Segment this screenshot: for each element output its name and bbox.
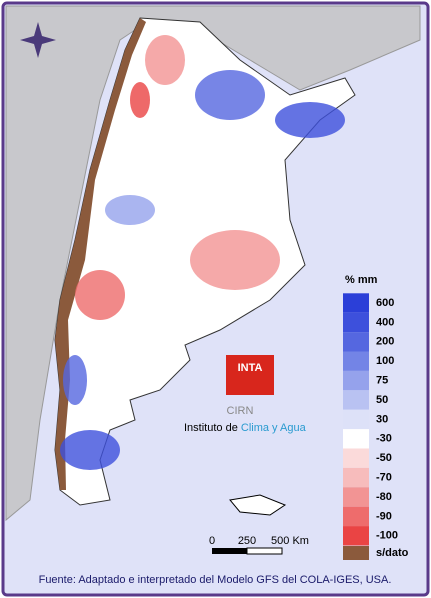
- scale-segment: [212, 548, 247, 554]
- legend-label: -100: [376, 530, 398, 542]
- legend-swatch: [343, 390, 369, 410]
- scale-label: 250: [238, 535, 256, 547]
- no-data-label: s/dato: [376, 547, 409, 559]
- scale-label: 0: [209, 535, 215, 547]
- legend-swatch: [343, 293, 369, 313]
- institute-prefix: Instituto de: [184, 422, 238, 434]
- logo-institute: Instituto de Clima y Agua: [184, 422, 307, 434]
- legend-title: % mm: [345, 274, 378, 286]
- legend-label: 600: [376, 297, 394, 309]
- legend-swatch: [343, 506, 369, 527]
- legend-swatch: [343, 370, 369, 391]
- legend-label: 75: [376, 375, 388, 387]
- wet-area: [63, 355, 87, 405]
- legend-label: 400: [376, 316, 394, 328]
- logo-box: [226, 355, 274, 395]
- wet-area: [105, 195, 155, 225]
- legend-label: -80: [376, 491, 392, 503]
- dry-area: [145, 35, 185, 85]
- legend-swatch: [343, 526, 369, 546]
- wet-area: [195, 70, 265, 120]
- logo-name: INTA: [238, 362, 263, 374]
- dry-area: [130, 82, 150, 118]
- legend-label: 100: [376, 355, 394, 367]
- legend-label: 30: [376, 413, 388, 425]
- scale-segment: [246, 547, 283, 555]
- legend-swatch: [343, 467, 369, 488]
- legend-swatch: [343, 409, 369, 430]
- legend-label: 50: [376, 394, 388, 406]
- no-data-swatch: [343, 546, 369, 560]
- legend-swatch: [343, 312, 369, 333]
- legend-swatch: [343, 351, 369, 371]
- legend-label: 200: [376, 336, 394, 348]
- legend-swatch: [343, 487, 369, 507]
- footer: Fuente: Adaptado e interpretado del Mode…: [39, 574, 392, 586]
- legend-label: -30: [376, 433, 392, 445]
- legend-label: -70: [376, 472, 392, 484]
- logo-center: CIRN: [227, 405, 254, 417]
- wet-area: [60, 430, 120, 470]
- wet-area: [275, 102, 345, 138]
- dry-area: [75, 270, 125, 320]
- legend-swatch: [343, 448, 369, 468]
- malvinas: [229, 494, 287, 516]
- dry-area: [190, 230, 280, 290]
- compass: [20, 22, 56, 58]
- legend-label: -90: [376, 510, 392, 522]
- institute-highlight: Clima y Agua: [241, 422, 307, 434]
- legend-label: -50: [376, 452, 392, 464]
- legend-swatch: [343, 429, 369, 449]
- legend-swatch: [343, 332, 369, 352]
- scale-label: 500 Km: [271, 535, 309, 547]
